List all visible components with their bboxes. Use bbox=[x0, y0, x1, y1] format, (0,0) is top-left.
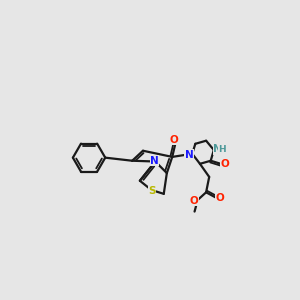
Text: O: O bbox=[169, 135, 178, 145]
Text: N: N bbox=[185, 150, 194, 160]
Text: H: H bbox=[218, 145, 226, 154]
Text: S: S bbox=[148, 186, 156, 196]
Text: O: O bbox=[220, 159, 229, 169]
Text: O: O bbox=[189, 196, 198, 206]
Text: N: N bbox=[213, 144, 222, 154]
Text: O: O bbox=[216, 194, 224, 203]
Text: N: N bbox=[150, 156, 159, 166]
